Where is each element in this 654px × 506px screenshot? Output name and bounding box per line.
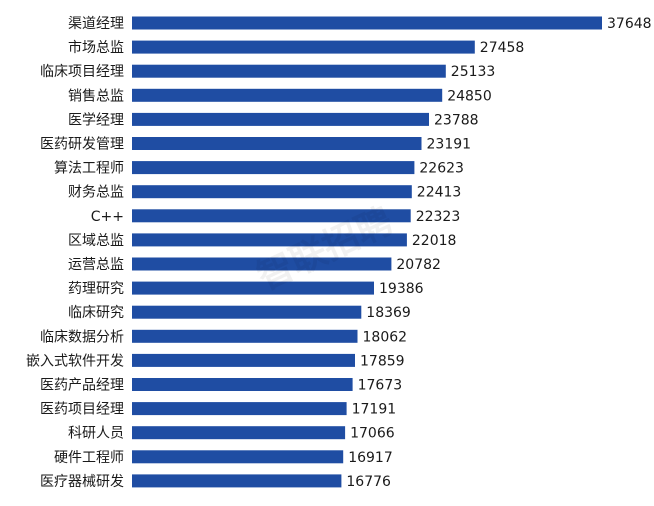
bar [132,305,362,319]
bars-layer [132,16,602,488]
bar [132,257,392,271]
bar [132,378,353,391]
category-label: 硬件工程师 [54,450,124,466]
bar [132,353,355,367]
bar [132,88,443,102]
category-label: 嵌入式软件开发 [26,353,124,369]
value-label: 17191 [352,402,397,418]
category-label: C++ [91,209,124,225]
value-label: 22623 [419,161,464,177]
category-label: 科研人员 [68,426,124,442]
category-label: 医药产品经理 [40,378,124,394]
value-label: 19386 [379,281,424,297]
value-label: 17859 [360,353,405,369]
value-label: 20782 [396,257,441,273]
value-label: 23191 [427,137,472,153]
value-label: 25133 [451,64,496,80]
category-label: 销售总监 [68,88,124,104]
bar [132,281,374,295]
category-label: 渠道经理 [68,16,124,32]
category-label: 医学经理 [68,112,124,128]
bar [132,137,422,150]
category-label: 医疗器械研发 [40,474,124,490]
bar [132,233,407,247]
value-label: 17066 [350,426,395,442]
category-label: 临床项目经理 [40,64,124,80]
bar [132,112,429,126]
value-label: 22323 [416,209,461,225]
value-label: 16917 [348,450,393,466]
value-label: 22018 [412,233,457,249]
category-label: 运营总监 [68,257,124,273]
bar [132,16,602,30]
value-label: 16776 [346,474,391,490]
value-label: 27458 [480,40,525,56]
category-label: 算法工程师 [54,161,124,177]
bar [132,402,347,416]
category-label: 市场总监 [68,39,124,56]
value-label: 24850 [447,88,492,104]
bar [132,64,446,78]
bar [132,40,475,54]
value-label: 37648 [607,16,652,32]
value-label: 23788 [434,112,479,128]
bar [132,185,412,199]
bar [132,161,415,175]
category-label: 临床数据分析 [40,329,124,345]
bar [132,450,344,464]
category-label: 财务总监 [68,185,124,201]
labels-layer: 渠道经理 37648 市场总监 27458 临床项目经理 25133 销售总监 24850 医学… [26,16,652,490]
category-label: 区域总监 [68,233,124,249]
category-label: 医药项目经理 [40,402,124,418]
bar [132,329,358,343]
bar [132,209,411,223]
category-label: 药理研究 [68,281,124,297]
value-label: 22413 [417,185,462,201]
value-label: 18062 [363,329,408,345]
category-label: 医药研发管理 [40,137,124,153]
category-label: 临床研究 [68,305,124,321]
bar [132,474,342,488]
bar [132,426,346,440]
value-label: 18369 [366,305,411,321]
value-label: 17673 [358,378,403,394]
